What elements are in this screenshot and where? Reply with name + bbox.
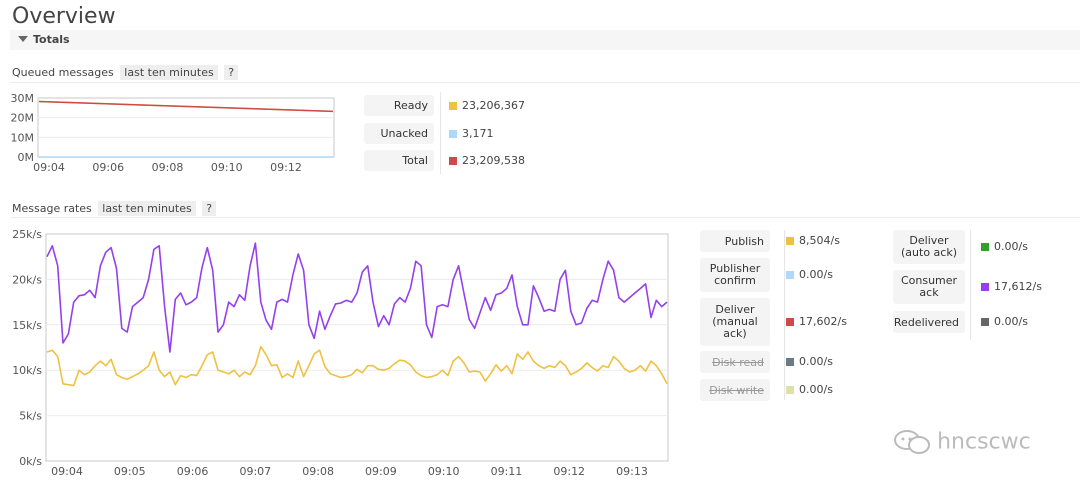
x-tick-label: 09:07 — [239, 465, 271, 478]
plot-area — [45, 233, 669, 462]
x-tick-label: 09:05 — [114, 465, 146, 478]
legend-swatch — [786, 386, 794, 394]
x-tick-label: 09:09 — [365, 465, 397, 478]
legend-label[interactable]: Ready — [364, 95, 434, 116]
x-tick-label: 09:08 — [302, 465, 334, 478]
legend-label[interactable]: Deliver (manual ack) — [700, 298, 770, 346]
legend-label-text: Total — [402, 154, 428, 167]
x-tick-label: 09:12 — [270, 161, 302, 174]
legend-divider — [784, 230, 785, 400]
x-tick-label: 09:08 — [152, 161, 184, 174]
legend-value: 0.00/s — [799, 383, 833, 396]
x-tick-label: 09:10 — [211, 161, 243, 174]
legend-label-text: Ready — [393, 99, 428, 112]
y-tick-label: 25k/s — [12, 228, 42, 241]
section-label: Totals — [33, 33, 70, 46]
x-tick-label: 09:10 — [428, 465, 460, 478]
rates-heading-text: Message rates — [12, 202, 92, 215]
legend-value: 0.00/s — [799, 355, 833, 368]
legend-label-text: Unacked — [380, 127, 428, 140]
y-tick-label: 10M — [11, 131, 35, 144]
y-tick-label: 0k/s — [19, 455, 42, 468]
x-tick-label: 09:06 — [177, 465, 209, 478]
y-tick-label: 5k/s — [19, 410, 42, 423]
legend-value: 0.00/s — [994, 315, 1028, 328]
legend-swatch — [981, 243, 989, 251]
legend-value: 17,602/s — [799, 315, 847, 328]
legend-value: 8,504/s — [799, 234, 840, 247]
y-tick-label: 30M — [11, 92, 35, 105]
series-line-publish — [46, 345, 668, 387]
divider — [10, 217, 1080, 218]
legend-divider — [440, 92, 441, 174]
legend-label-text: Deliver (auto ack) — [901, 234, 957, 259]
legend-label-text: Disk write — [709, 383, 764, 397]
page-title: Overview — [12, 4, 116, 29]
legend-label-text: Redelivered — [893, 315, 959, 329]
legend-label-text: Publish — [724, 234, 764, 248]
legend-label[interactable]: Total — [364, 150, 434, 171]
y-tick-label: 0M — [18, 151, 35, 164]
x-tick-label: 09:04 — [33, 161, 65, 174]
chat-bubbles-icon — [894, 430, 930, 454]
legend-label-text: Consumer ack — [900, 274, 958, 299]
legend-swatch — [786, 318, 794, 326]
series-line-consumer-ack — [46, 242, 668, 353]
legend-swatch — [449, 129, 457, 138]
legend-label[interactable]: Deliver (auto ack) — [893, 230, 965, 264]
legend-swatch — [449, 156, 457, 165]
queued-messages-heading: Queued messages last ten minutes ? — [12, 65, 239, 80]
legend-label-text: Deliver (manual ack) — [712, 303, 758, 340]
legend-swatch — [786, 358, 794, 366]
legend-label[interactable]: Disk write — [700, 379, 770, 401]
y-tick-label: 20M — [11, 112, 35, 125]
message-rates-heading: Message rates last ten minutes ? — [12, 201, 217, 216]
legend-swatch — [449, 101, 457, 110]
watermark: hncscwc — [892, 428, 1031, 456]
collapse-triangle-icon — [18, 36, 28, 42]
y-tick-label: 20k/s — [12, 273, 42, 286]
legend-label-text: Disk read — [712, 355, 764, 369]
legend-label[interactable]: Publish — [700, 230, 770, 252]
legend-label[interactable]: Unacked — [364, 123, 434, 144]
plot-area — [37, 97, 335, 158]
y-tick-label: 10k/s — [12, 364, 42, 377]
x-tick-label: 09:04 — [51, 465, 83, 478]
x-tick-label: 09:12 — [553, 465, 585, 478]
legend-swatch — [981, 318, 989, 326]
x-tick-label: 09:13 — [616, 465, 648, 478]
divider — [10, 82, 1080, 83]
totals-section-toggle[interactable]: Totals — [10, 30, 1080, 50]
legend-label[interactable]: Publisher confirm — [700, 258, 770, 292]
legend-value: 3,171 — [462, 126, 494, 140]
x-tick-label: 09:11 — [491, 465, 523, 478]
legend-value: 17,612/s — [994, 280, 1042, 293]
x-tick-label: 09:06 — [92, 161, 124, 174]
legend-swatch — [786, 271, 794, 279]
rates-help-button[interactable]: ? — [202, 201, 217, 216]
legend-label-text: Publisher confirm — [709, 262, 761, 287]
queued-help-button[interactable]: ? — [224, 65, 239, 80]
legend-divider — [970, 230, 971, 340]
legend-label[interactable]: Redelivered — [893, 311, 965, 333]
legend-value: 0.00/s — [994, 240, 1028, 253]
legend-swatch — [786, 237, 794, 245]
legend-value: 0.00/s — [799, 268, 833, 281]
series-line-total — [38, 100, 334, 113]
legend-swatch — [981, 283, 989, 291]
queued-range-selector[interactable]: last ten minutes — [120, 65, 218, 80]
legend-label[interactable]: Disk read — [700, 351, 770, 373]
rates-range-selector[interactable]: last ten minutes — [98, 201, 196, 216]
queued-heading-text: Queued messages — [12, 66, 114, 79]
legend-label[interactable]: Consumer ack — [893, 270, 965, 304]
legend-value: 23,206,367 — [462, 98, 525, 112]
message-rates-chart: 25k/s 20k/s 15k/s 10k/s 5k/s 0k/s 09:04 09:05 09… — [12, 228, 669, 478]
watermark-text: hncscwc — [937, 429, 1031, 455]
y-tick-label: 15k/s — [12, 319, 42, 332]
legend-value: 23,209,538 — [462, 153, 525, 167]
